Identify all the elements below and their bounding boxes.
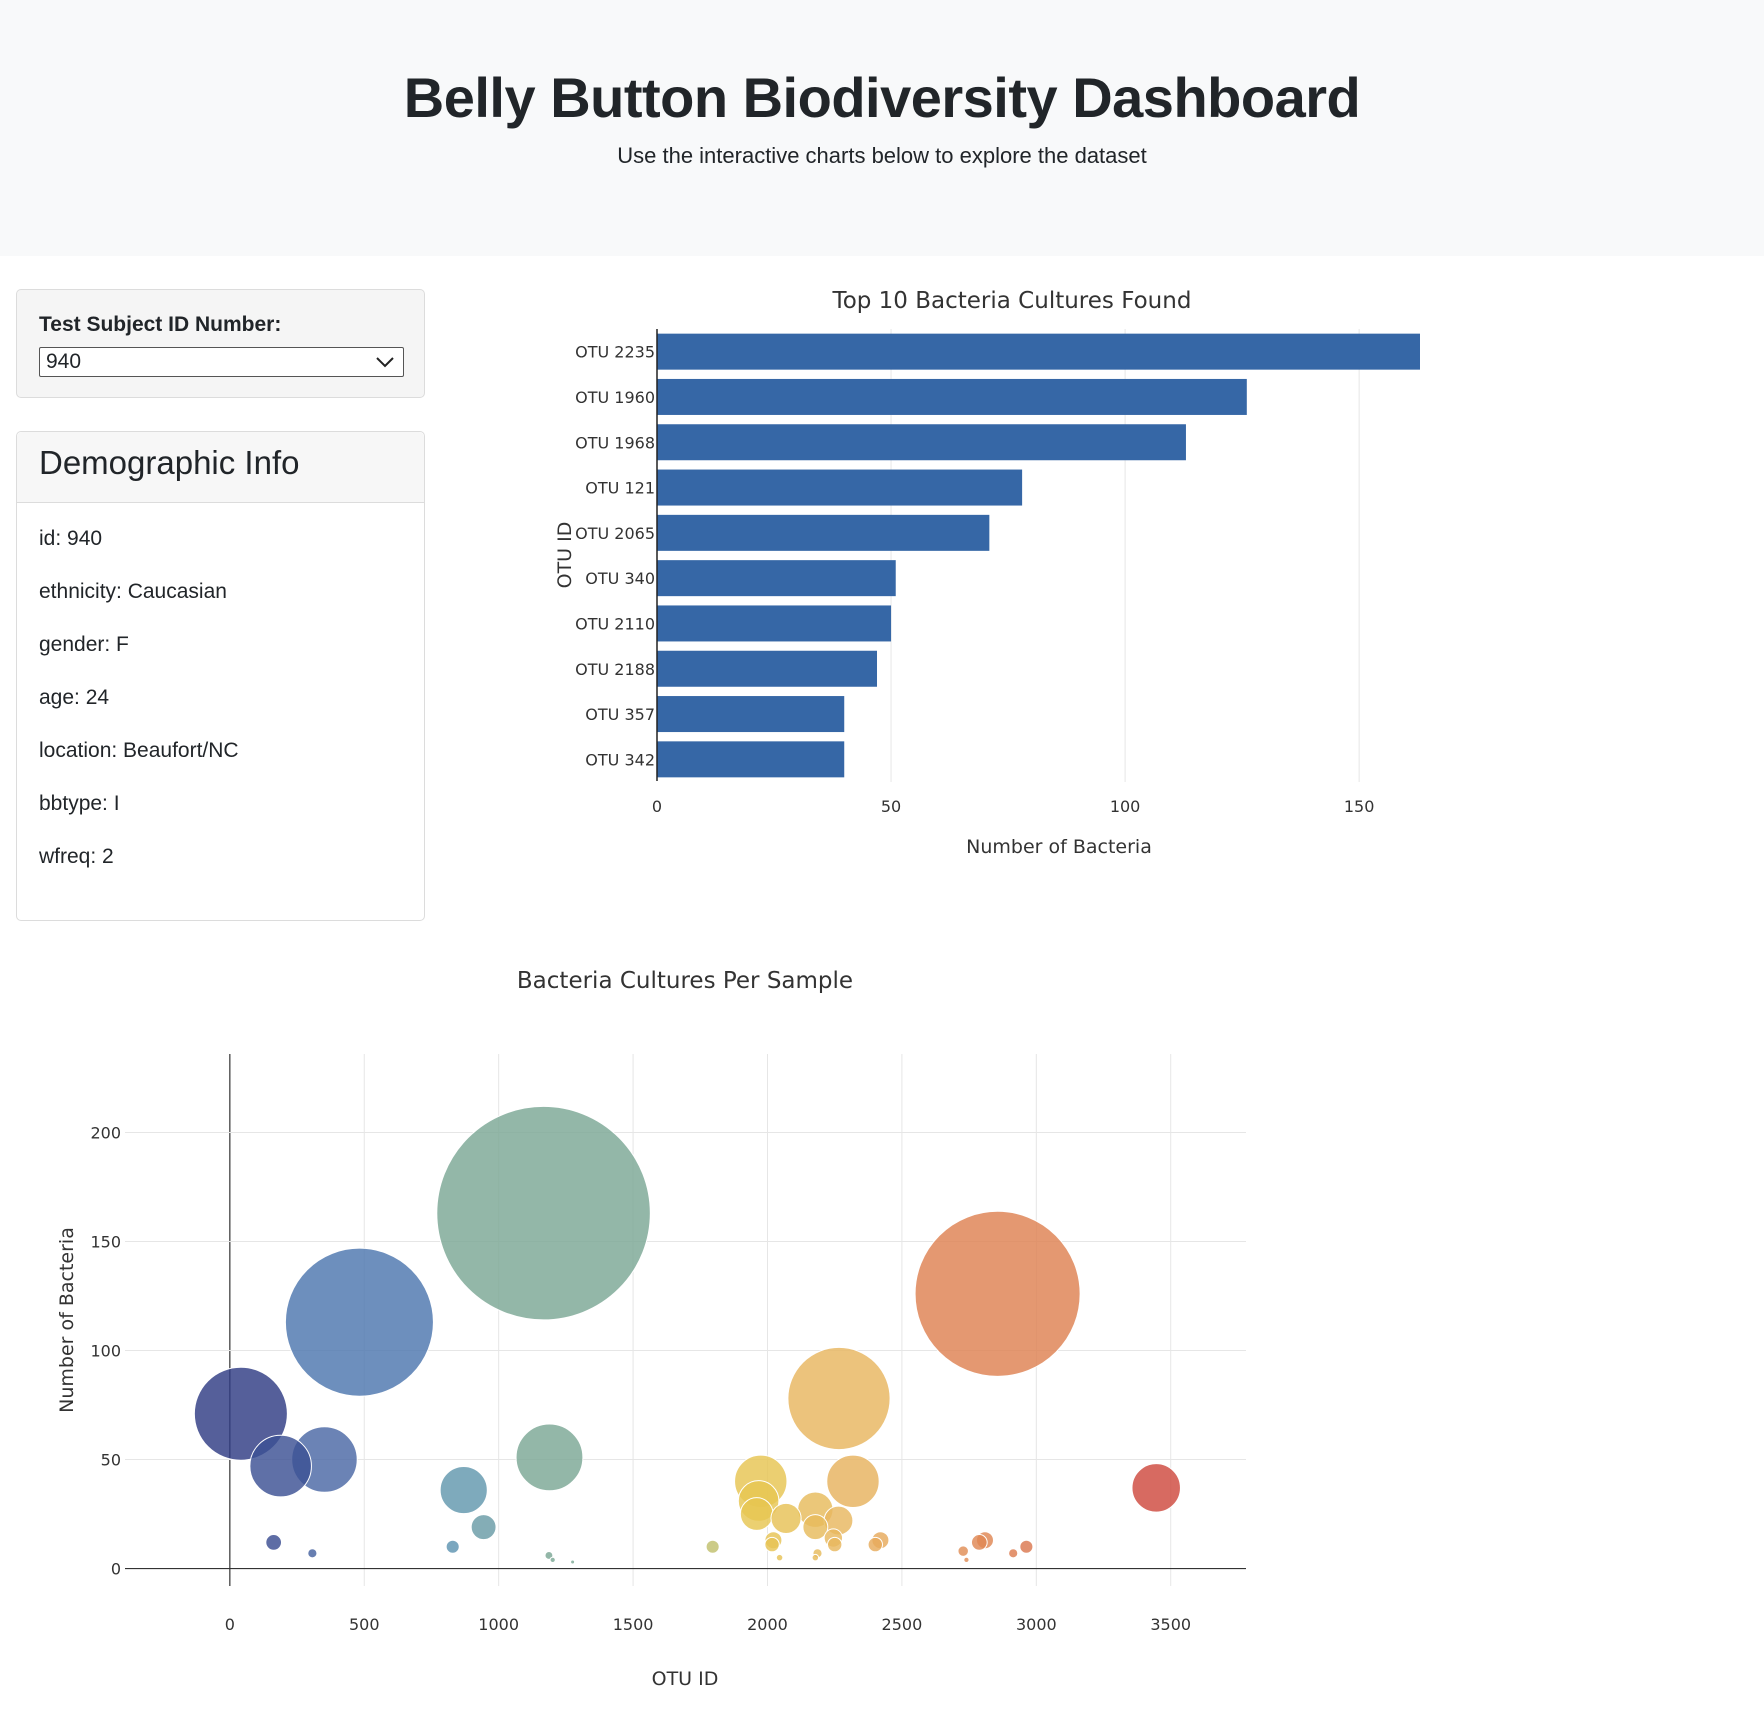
demographic-info-heading: Demographic Info <box>17 432 424 503</box>
bubble-point[interactable] <box>1131 1463 1181 1513</box>
bubble-point[interactable] <box>470 1514 497 1541</box>
bubble-x-axis-title: OTU ID <box>652 1668 719 1690</box>
bar-y-tick-label: OTU 342 <box>585 750 655 769</box>
bubble-point[interactable] <box>775 1553 784 1562</box>
bubble-x-tick-label: 2500 <box>882 1615 923 1634</box>
bubble-x-tick-label: 3000 <box>1016 1615 1057 1634</box>
bubble-point[interactable] <box>811 1553 820 1562</box>
bar-y-tick-label: OTU 2110 <box>575 614 655 633</box>
bubble-y-tick-label: 100 <box>90 1342 121 1361</box>
bubble-point[interactable] <box>970 1534 988 1551</box>
bubble-point[interactable] <box>307 1548 318 1559</box>
demo-row-location: location: Beaufort/NC <box>39 739 239 762</box>
bar-y-tick-label: OTU 1968 <box>575 433 655 452</box>
bubble-point[interactable] <box>705 1539 720 1554</box>
bubble-point[interactable] <box>739 1497 774 1531</box>
bar[interactable] <box>657 605 892 642</box>
bubble-x-tick-label: 2000 <box>747 1615 788 1634</box>
bar[interactable] <box>657 333 1420 370</box>
bubble-point[interactable] <box>445 1539 460 1554</box>
bubble-point[interactable] <box>963 1556 970 1563</box>
subject-id-label: Test Subject ID Number: <box>39 313 282 336</box>
bubble-y-axis-title: Number of Bacteria <box>56 1227 78 1413</box>
bubble-point[interactable] <box>515 1423 584 1492</box>
bubble-chart-title: Bacteria Cultures Per Sample <box>517 968 853 994</box>
page-title: Belly Button Biodiversity Dashboard <box>403 66 1361 129</box>
bubble-point[interactable] <box>1019 1539 1034 1554</box>
demo-row-wfreq: wfreq: 2 <box>39 845 114 868</box>
bubble-y-tick-label: 0 <box>111 1560 121 1579</box>
bubble-point[interactable] <box>265 1534 283 1551</box>
bar-chart-title: Top 10 Bacteria Cultures Found <box>832 288 1192 314</box>
bar-y-tick-label: OTU 340 <box>585 569 655 588</box>
bubble-x-tick-label: 0 <box>225 1615 235 1634</box>
bar-x-tick-label: 100 <box>1110 797 1141 816</box>
bubble-point[interactable] <box>1008 1548 1019 1559</box>
bubble-point[interactable] <box>787 1346 891 1451</box>
bar[interactable] <box>657 696 845 733</box>
bubble-point[interactable] <box>284 1247 434 1397</box>
bar[interactable] <box>657 560 896 597</box>
demo-row-age: age: 24 <box>39 686 110 709</box>
bar-x-axis-title: Number of Bacteria <box>966 836 1152 858</box>
bar-x-tick-label: 50 <box>881 797 901 816</box>
bubble-x-tick-label: 1000 <box>478 1615 519 1634</box>
bar[interactable] <box>657 650 878 687</box>
bubble-point[interactable] <box>439 1465 488 1515</box>
bar-y-axis-title: OTU ID <box>554 522 576 589</box>
bubble-point[interactable] <box>826 1454 880 1509</box>
bar[interactable] <box>657 741 845 778</box>
bar-y-tick-label: OTU 2065 <box>575 524 655 543</box>
bubble-point[interactable] <box>826 1536 843 1553</box>
subject-selector-well: Test Subject ID Number: 940 <box>16 289 425 398</box>
bar-y-tick-label: OTU 2235 <box>575 343 655 362</box>
bubble-y-tick-label: 200 <box>90 1123 121 1142</box>
demographic-info-panel: Demographic Info id: 940 ethnicity: Cauc… <box>16 431 425 921</box>
bubble-point[interactable] <box>957 1545 969 1557</box>
demographic-info-title: Demographic Info <box>39 444 300 481</box>
bar[interactable] <box>657 514 990 551</box>
bar-x-tick-label: 150 <box>1344 797 1375 816</box>
bubble-y-tick-label: 50 <box>101 1451 121 1470</box>
bubble-point[interactable] <box>193 1366 288 1461</box>
header-jumbotron: Belly Button Biodiversity Dashboard Use … <box>0 0 1764 256</box>
bubble-point[interactable] <box>549 1556 556 1563</box>
page-subtitle: Use the interactive charts below to expl… <box>617 143 1147 168</box>
bubble-point[interactable] <box>570 1559 576 1565</box>
demographic-info-body: id: 940 ethnicity: Caucasian gender: F a… <box>17 503 424 871</box>
demo-row-ethnicity: ethnicity: Caucasian <box>39 580 227 603</box>
bubble-x-tick-label: 500 <box>349 1615 380 1634</box>
bar-y-tick-label: OTU 2188 <box>575 660 655 679</box>
bar-y-tick-label: OTU 121 <box>585 479 655 498</box>
bar[interactable] <box>657 469 1023 506</box>
bar-y-tick-label: OTU 357 <box>585 705 655 724</box>
bar[interactable] <box>657 378 1247 415</box>
bubble-point[interactable] <box>249 1434 312 1498</box>
bubble-point[interactable] <box>764 1536 780 1553</box>
bubble-point[interactable] <box>770 1502 802 1534</box>
demo-row-id: id: 940 <box>39 527 103 550</box>
bubble-y-tick-label: 150 <box>90 1233 121 1252</box>
bar-x-tick-label: 0 <box>652 797 662 816</box>
bubble-x-tick-label: 1500 <box>613 1615 654 1634</box>
bubble-point[interactable] <box>867 1536 883 1553</box>
bubble-x-tick-label: 3500 <box>1150 1615 1191 1634</box>
bar[interactable] <box>657 424 1186 461</box>
bar-y-tick-label: OTU 1960 <box>575 388 655 407</box>
subject-id-select[interactable]: 940 <box>39 347 404 377</box>
demo-row-gender: gender: F <box>39 633 129 656</box>
bubble-point[interactable] <box>914 1210 1081 1377</box>
subject-id-selected-value: 940 <box>46 350 82 373</box>
bubble-point[interactable] <box>436 1105 651 1321</box>
bubble-point[interactable] <box>802 1514 829 1541</box>
bubble-chart: 0 500 1000 1500 2000 2500 3000 3500 0 50 100 150 20… <box>56 968 1246 1690</box>
chevron-down-icon <box>376 357 394 368</box>
demo-row-bbtype: bbtype: I <box>39 792 120 815</box>
